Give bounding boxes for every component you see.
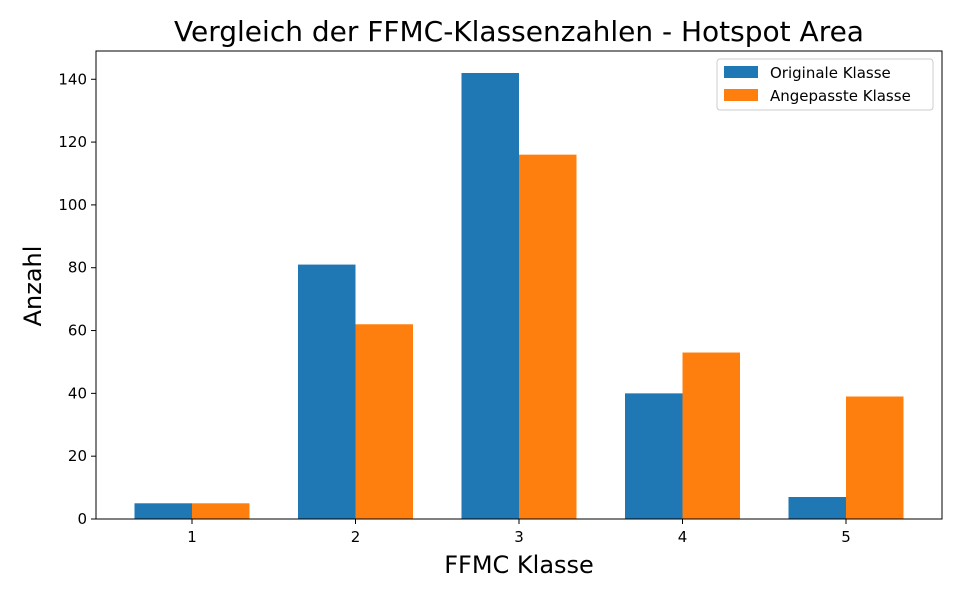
bar-series2-cat1 <box>192 503 250 519</box>
legend-swatch-originale <box>724 66 758 78</box>
bar-series2-cat5 <box>846 396 904 519</box>
bar-series2-cat3 <box>519 154 577 519</box>
x-axis-label: FFMC Klasse <box>444 551 594 579</box>
y-tick-label: 80 <box>68 259 87 277</box>
legend-label-angepasste: Angepasste Klasse <box>770 87 911 105</box>
y-axis-label: Anzahl <box>19 246 47 327</box>
legend-label-originale: Originale Klasse <box>770 64 891 82</box>
legend-box <box>716 58 934 111</box>
chart-title: Vergleich der FFMC-Klassenzahlen - Hotsp… <box>174 15 864 48</box>
bar-series1-cat2 <box>298 264 356 519</box>
bar-series2-cat2 <box>355 324 413 519</box>
x-tick-label: 5 <box>841 528 851 546</box>
legend-swatch-angepasste <box>724 89 758 101</box>
ticks-group: 0 20 40 60 80 100 120 140 1 2 3 4 5 <box>58 70 850 546</box>
bar-series2-cat4 <box>682 352 740 519</box>
y-tick-label: 100 <box>58 196 87 214</box>
y-tick-label: 20 <box>68 447 87 465</box>
bar-series1-cat3 <box>461 72 519 520</box>
bar-series1-cat5 <box>788 497 846 519</box>
y-tick-label: 140 <box>58 70 87 88</box>
y-tick-label: 120 <box>58 133 87 151</box>
x-tick-label: 4 <box>678 528 688 546</box>
plot-frame <box>95 50 943 520</box>
y-tick-label: 60 <box>68 322 87 340</box>
x-tick-label: 3 <box>514 528 524 546</box>
bar-series1-cat1 <box>134 503 192 519</box>
y-tick-label: 0 <box>77 510 87 528</box>
y-tick-label: 40 <box>68 384 87 402</box>
bar-series1-cat4 <box>625 393 683 519</box>
x-tick-label: 2 <box>351 528 361 546</box>
legend: Originale Klasse Angepasste Klasse <box>716 58 934 111</box>
x-tick-label: 1 <box>187 528 197 546</box>
bars-group <box>134 72 904 520</box>
